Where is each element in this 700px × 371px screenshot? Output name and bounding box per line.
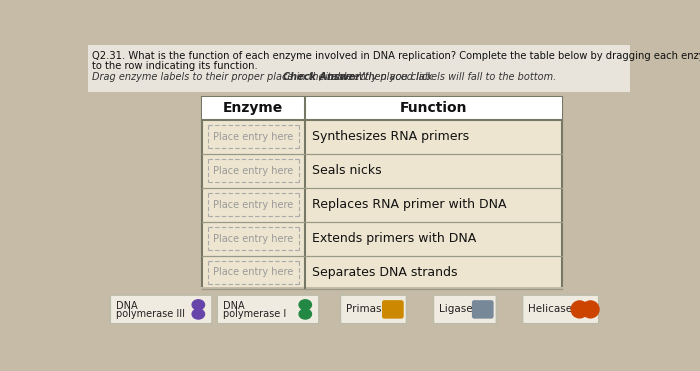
Text: Place entry here: Place entry here <box>214 200 293 210</box>
FancyBboxPatch shape <box>88 45 630 92</box>
Text: Separates DNA strands: Separates DNA strands <box>312 266 458 279</box>
Text: Helicase: Helicase <box>528 304 573 314</box>
FancyBboxPatch shape <box>523 295 598 324</box>
Text: Check Answer: Check Answer <box>283 72 360 82</box>
Text: Extends primers with DNA: Extends primers with DNA <box>312 232 477 245</box>
Text: Place entry here: Place entry here <box>214 166 293 176</box>
FancyBboxPatch shape <box>382 300 404 319</box>
Text: DNA: DNA <box>116 301 138 311</box>
Text: Replaces RNA primer with DNA: Replaces RNA primer with DNA <box>312 198 507 211</box>
Text: Place entry here: Place entry here <box>214 234 293 243</box>
Text: polymerase III: polymerase III <box>116 309 186 319</box>
FancyBboxPatch shape <box>340 295 407 324</box>
Text: DNA: DNA <box>223 301 245 311</box>
Text: Drag enzyme labels to their proper place in the table. When you click: Drag enzyme labels to their proper place… <box>92 72 436 82</box>
FancyBboxPatch shape <box>472 300 493 319</box>
Text: to the row indicating its function.: to the row indicating its function. <box>92 61 258 71</box>
Text: Primase: Primase <box>346 304 389 314</box>
Text: Function: Function <box>400 101 467 115</box>
FancyBboxPatch shape <box>433 295 496 324</box>
FancyBboxPatch shape <box>111 295 212 324</box>
FancyBboxPatch shape <box>88 287 630 330</box>
Text: , incorrectly placed labels will fall to the bottom.: , incorrectly placed labels will fall to… <box>319 72 556 82</box>
Circle shape <box>571 301 588 318</box>
Text: Seals nicks: Seals nicks <box>312 164 382 177</box>
Text: Enzyme: Enzyme <box>223 101 284 115</box>
Ellipse shape <box>192 309 204 319</box>
Ellipse shape <box>299 309 312 319</box>
FancyBboxPatch shape <box>217 295 318 324</box>
Text: Ligase: Ligase <box>440 304 473 314</box>
FancyBboxPatch shape <box>202 97 562 120</box>
Ellipse shape <box>192 300 204 310</box>
Text: polymerase I: polymerase I <box>223 309 286 319</box>
Circle shape <box>582 301 599 318</box>
FancyBboxPatch shape <box>202 97 562 289</box>
Text: Q2.31. What is the function of each enzyme involved in DNA replication? Complete: Q2.31. What is the function of each enzy… <box>92 51 700 61</box>
Ellipse shape <box>299 300 312 310</box>
Text: Place entry here: Place entry here <box>214 132 293 142</box>
Text: Synthesizes RNA primers: Synthesizes RNA primers <box>312 131 470 144</box>
Text: Place entry here: Place entry here <box>214 267 293 278</box>
